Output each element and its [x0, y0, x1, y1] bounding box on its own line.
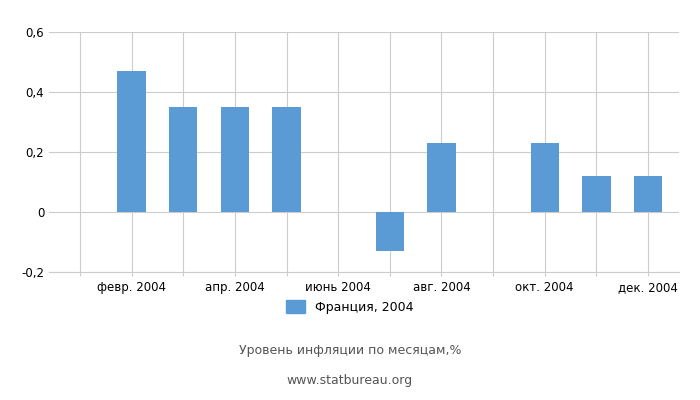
- Bar: [634, 176, 662, 212]
- Text: Уровень инфляции по месяцам,%: Уровень инфляции по месяцам,%: [239, 344, 461, 357]
- Bar: [376, 212, 404, 251]
- Text: www.statbureau.org: www.statbureau.org: [287, 374, 413, 387]
- Bar: [272, 107, 301, 212]
- Legend: Франция, 2004: Франция, 2004: [286, 300, 414, 314]
- Bar: [427, 143, 456, 212]
- Bar: [220, 107, 249, 212]
- Bar: [582, 176, 610, 212]
- Bar: [531, 143, 559, 212]
- Bar: [169, 107, 197, 212]
- Bar: [118, 71, 146, 212]
